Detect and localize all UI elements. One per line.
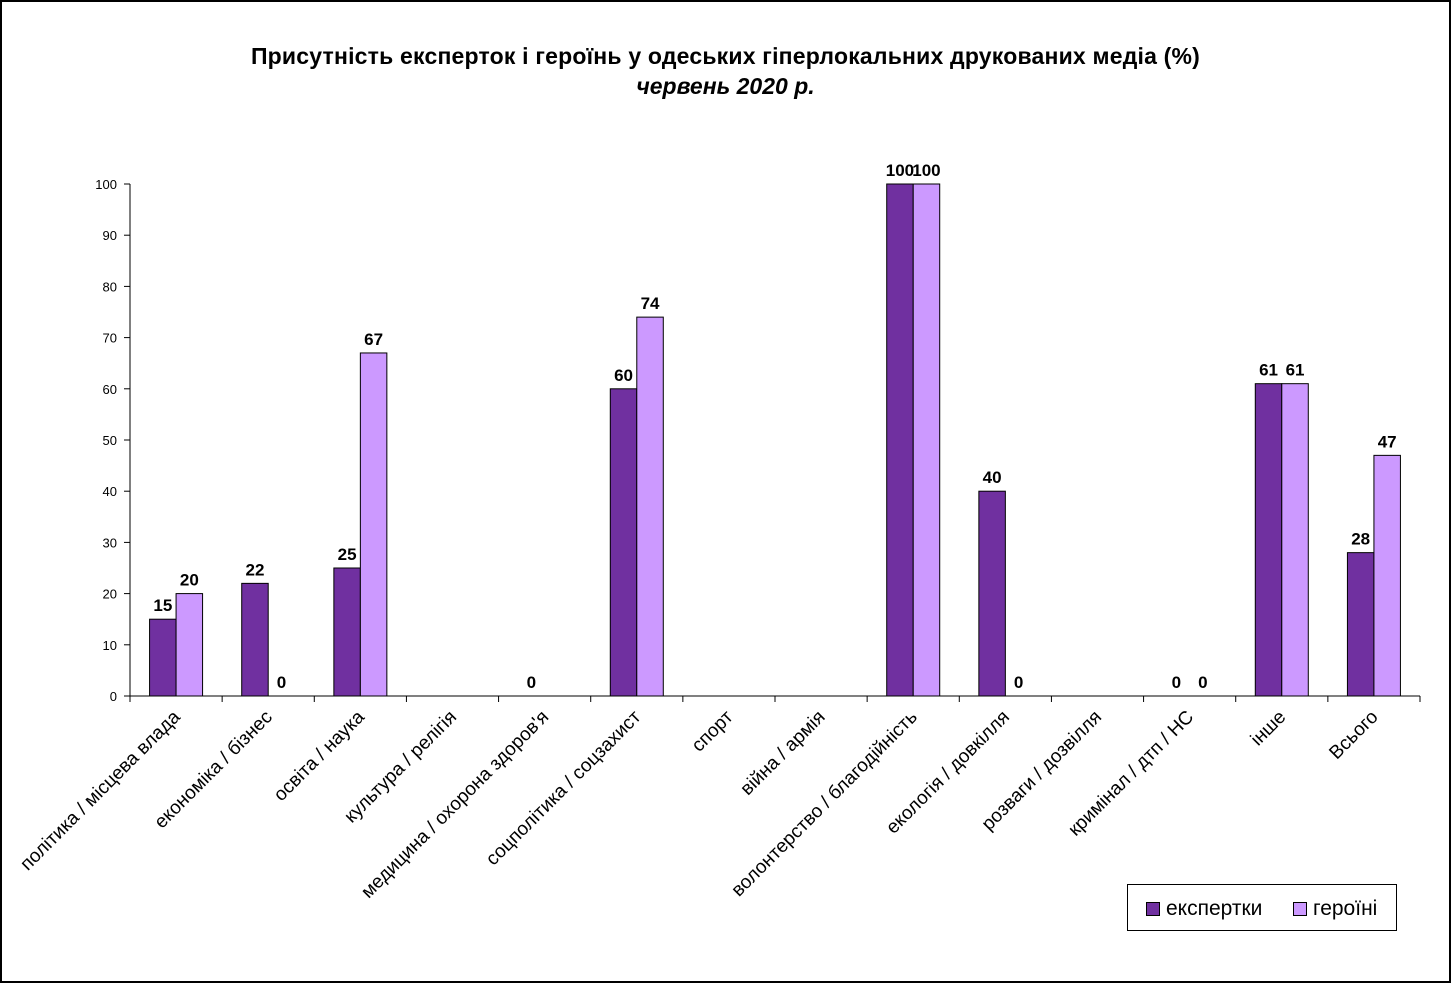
x-category-label: освіта / наука <box>270 706 369 805</box>
bar-experts <box>886 183 914 697</box>
legend-item-experts: експертки <box>1146 897 1262 921</box>
x-category-label: спорт <box>688 706 738 756</box>
data-label: 0 <box>1198 673 1207 692</box>
x-category-label: інше <box>1247 707 1291 751</box>
y-tick-label: 100 <box>95 177 117 192</box>
y-tick-label: 60 <box>103 382 117 397</box>
x-category-label: волонтерство / благодійність <box>728 707 922 901</box>
bar-experts <box>149 618 177 697</box>
y-tick-label: 30 <box>103 535 117 550</box>
bar-heroines <box>175 593 204 697</box>
data-label: 0 <box>1014 673 1023 692</box>
bar-heroines <box>912 183 941 697</box>
bar-heroines <box>1373 454 1401 697</box>
bar-heroines <box>1281 383 1309 697</box>
x-category-label: соцполітика / соцзахист <box>482 706 645 869</box>
y-tick-label: 70 <box>103 331 117 346</box>
data-label: 0 <box>527 673 536 692</box>
chart-title: Присутність експерток і героїнь у одеськ… <box>250 43 1201 69</box>
bar-experts <box>1346 552 1375 697</box>
data-label: 60 <box>614 366 633 385</box>
data-label: 61 <box>1286 361 1305 380</box>
bar-heroines <box>359 352 388 697</box>
data-label: 22 <box>246 560 265 579</box>
legend-label-heroines: героїні <box>1313 897 1378 920</box>
bar-heroines <box>636 316 664 697</box>
legend-label-experts: експертки <box>1166 897 1263 920</box>
y-tick-label: 40 <box>103 484 117 499</box>
data-label: 100 <box>912 161 940 180</box>
data-label: 61 <box>1259 361 1278 380</box>
y-tick-label: 80 <box>103 279 117 294</box>
chart-subtitle: червень 2020 р. <box>636 73 815 99</box>
bar-experts <box>333 567 361 697</box>
y-tick-label: 10 <box>103 638 117 653</box>
bar-experts <box>609 388 638 697</box>
bar-experts <box>978 490 1006 697</box>
bar-experts <box>1254 383 1283 697</box>
x-category-label: війна / армія <box>737 707 830 800</box>
data-label: 25 <box>338 545 357 564</box>
legend: експертки героїні <box>1127 884 1397 931</box>
x-category-label: Всього <box>1325 707 1382 764</box>
legend-item-heroines: героїні <box>1293 897 1377 921</box>
x-category-label: медицина / охорона здоров'я <box>357 707 553 903</box>
bar-experts <box>241 582 269 697</box>
x-category-label: політика / місцева влада <box>16 706 185 875</box>
data-label: 100 <box>886 161 914 180</box>
data-label: 28 <box>1351 530 1370 549</box>
y-tick-label: 90 <box>103 228 117 243</box>
legend-swatch-heroines <box>1293 902 1307 916</box>
data-label: 20 <box>180 571 199 590</box>
data-label: 15 <box>153 596 172 615</box>
data-label: 0 <box>277 673 286 692</box>
y-tick-label: 50 <box>103 433 117 448</box>
data-label: 0 <box>1172 673 1181 692</box>
data-label: 47 <box>1378 432 1397 451</box>
data-label: 74 <box>641 294 660 313</box>
y-tick-label: 20 <box>103 587 117 602</box>
legend-swatch-experts <box>1146 902 1160 916</box>
data-label: 67 <box>364 330 383 349</box>
y-tick-label: 0 <box>110 689 117 704</box>
data-label: 40 <box>983 468 1002 487</box>
